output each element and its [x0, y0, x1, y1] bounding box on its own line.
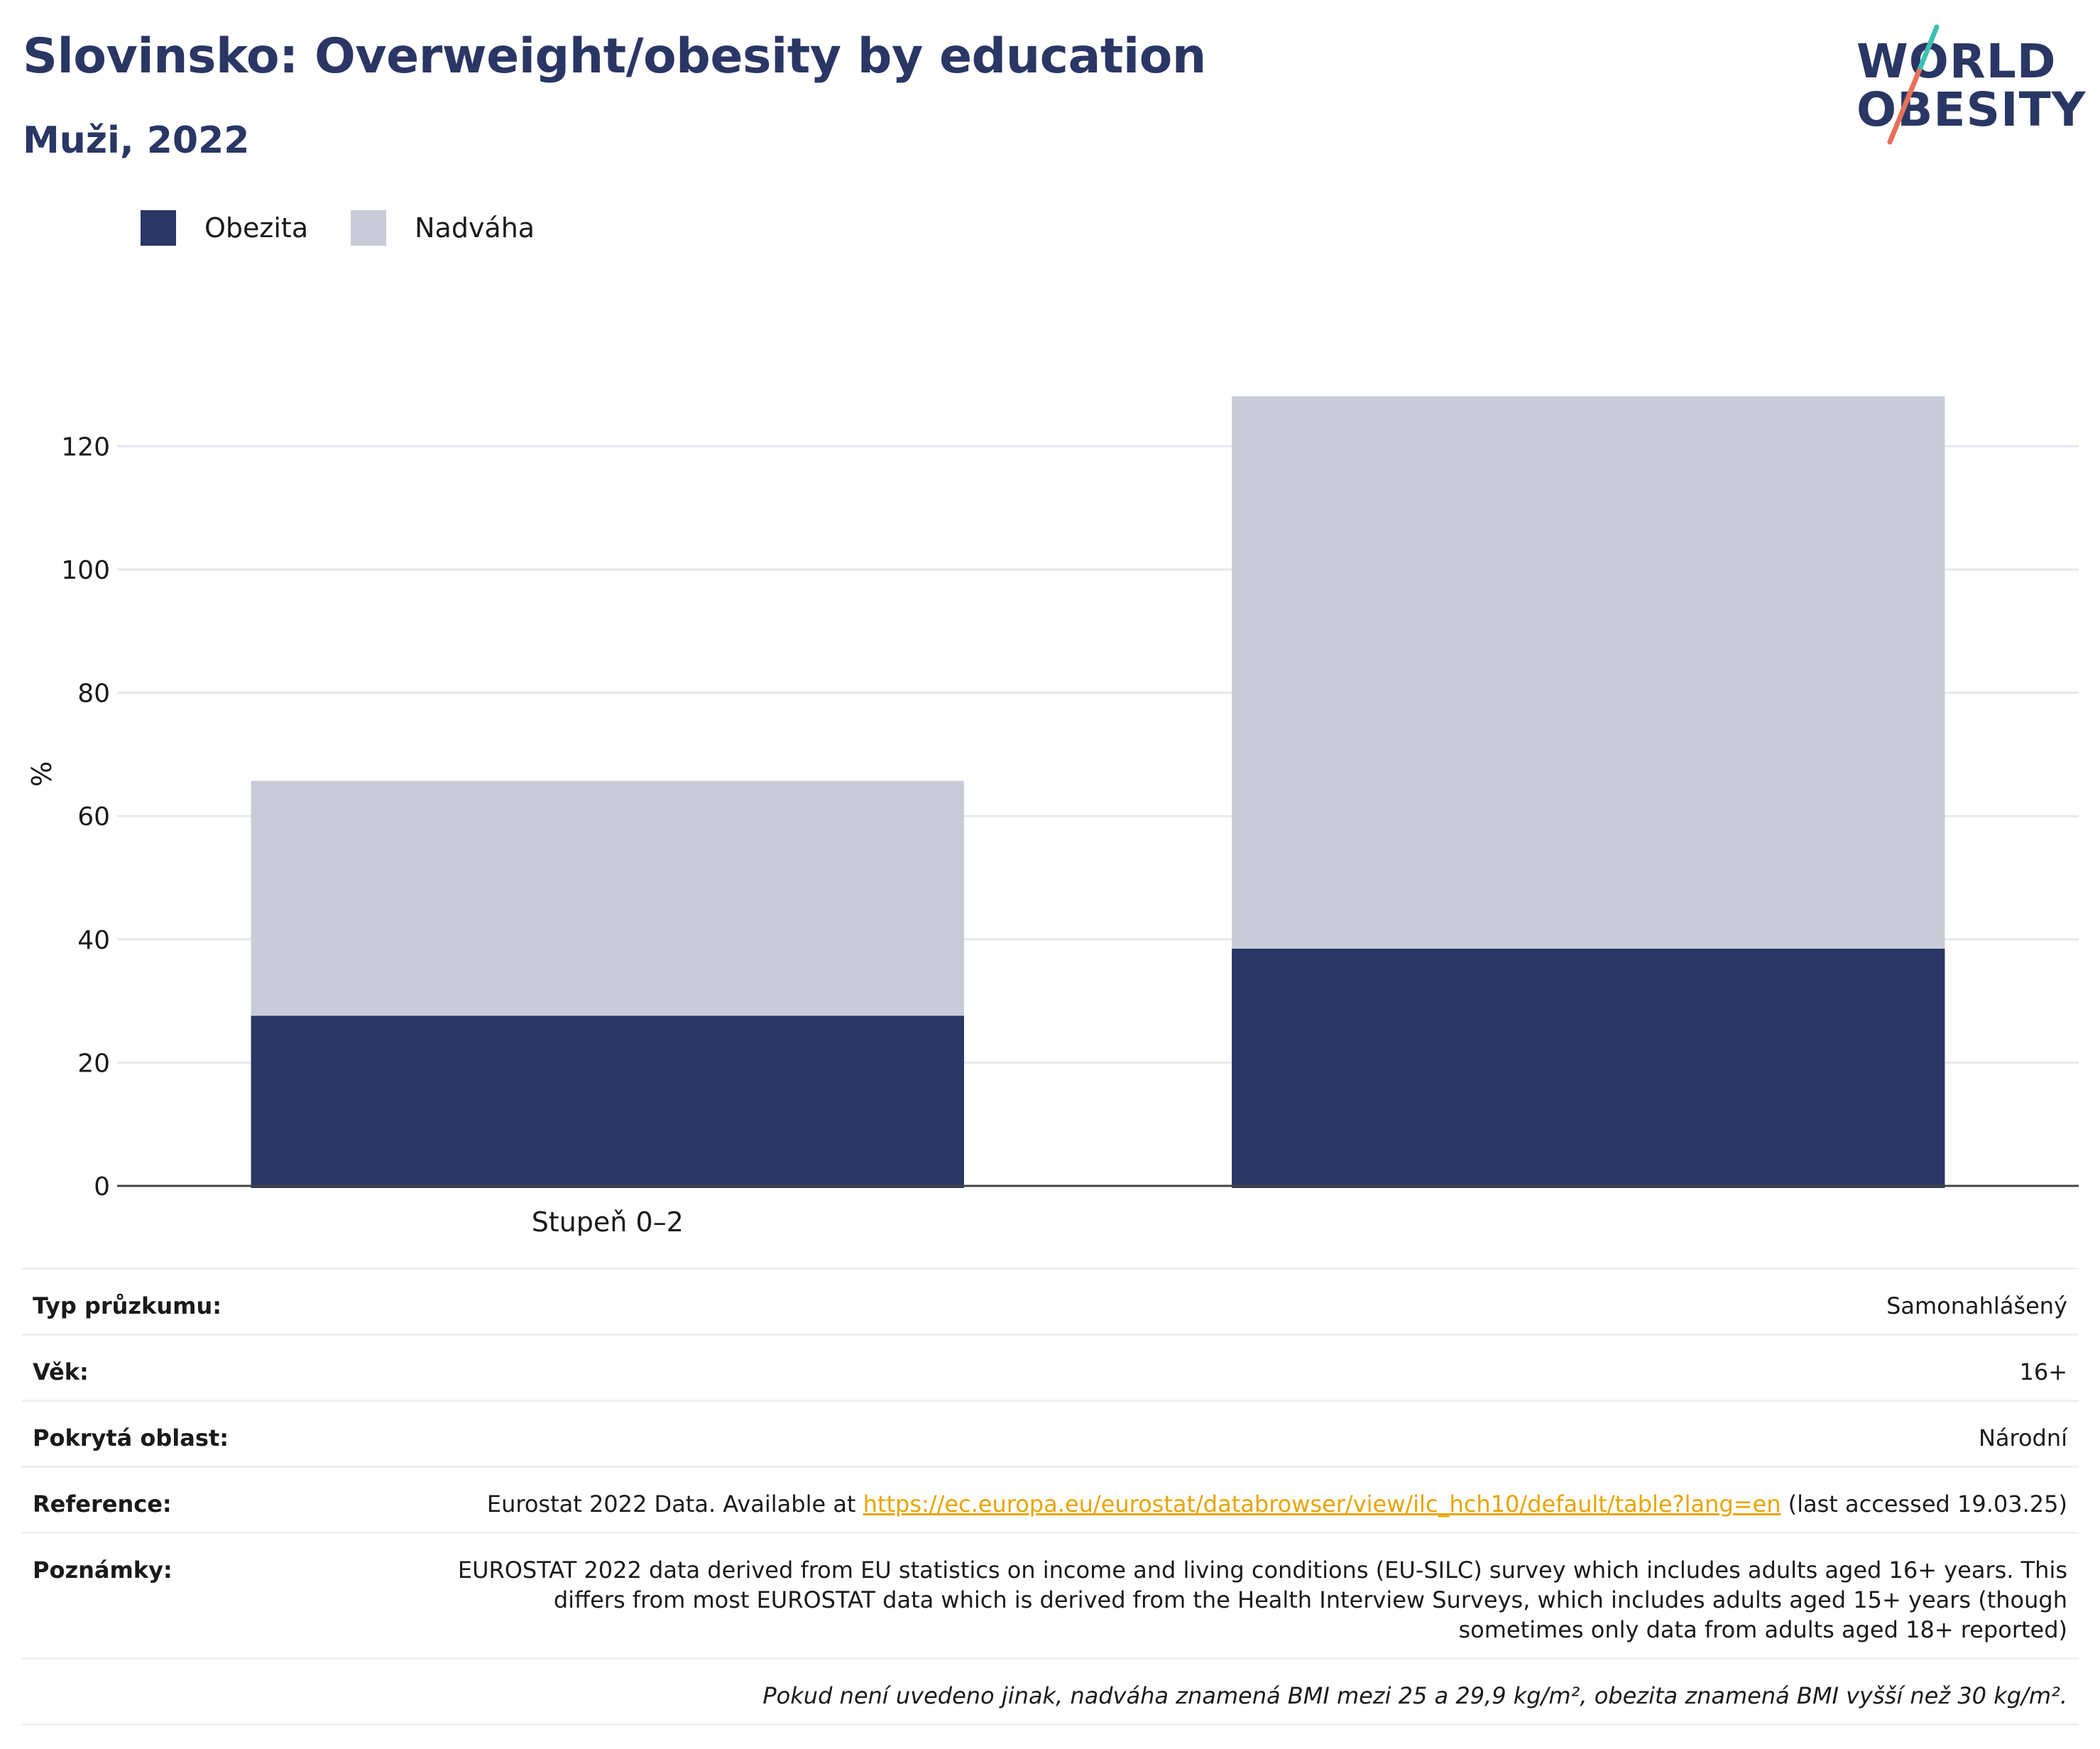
- chart-legend: Obezita Nadváha: [141, 210, 577, 246]
- survey-type-value: Samonahlášený: [1886, 1292, 2067, 1319]
- reference-link[interactable]: https://ec.europa.eu/eurostat/databrowse…: [863, 1491, 1781, 1518]
- y-tick-label-120: 120: [61, 432, 110, 462]
- legend-label-obesity: Obezita: [204, 212, 309, 244]
- reference-suffix: (last accessed 19.03.25): [1781, 1491, 2067, 1518]
- footnote-text: Pokud není uvedeno jinak, nadváha znamen…: [762, 1682, 2067, 1709]
- age-label: Věk:: [33, 1358, 89, 1385]
- coverage-label: Pokrytá oblast:: [33, 1424, 229, 1451]
- reference-prefix: Eurostat 2022 Data. Available at: [486, 1491, 863, 1518]
- y-tick-label-20: 20: [77, 1049, 110, 1078]
- info-row-age: Věk: 16+: [21, 1334, 2079, 1400]
- y-tick-label-60: 60: [77, 802, 110, 832]
- logo-slash-icon: [1887, 24, 1940, 145]
- age-value: 16+: [2019, 1358, 2067, 1385]
- y-tick-label-100: 100: [61, 556, 110, 585]
- legend-swatch-obesity: [141, 210, 176, 246]
- metadata-table: Typ průzkumu: Samonahlášený Věk: 16+ Pok…: [21, 1268, 2079, 1726]
- stacked-bar-chart: 0 20 40 60 80 100 120% Stupeň 0–2: [26, 396, 2079, 1236]
- info-row-coverage: Pokrytá oblast: Národní: [21, 1400, 2079, 1466]
- bar-obesity-1: [1232, 948, 1945, 1188]
- info-row-reference: Reference: Eurostat 2022 Data. Available…: [21, 1466, 2079, 1532]
- reference-value: Eurostat 2022 Data. Available at https:/…: [487, 1489, 2067, 1519]
- y-tick-label-80: 80: [77, 680, 110, 709]
- bar-overweight-0: [251, 780, 964, 1016]
- legend-item-obesity[interactable]: Obezita: [141, 210, 308, 246]
- info-row-survey: Typ průzkumu: Samonahlášený: [21, 1268, 2079, 1334]
- legend-label-overweight: Nadváha: [415, 212, 535, 244]
- bar-obesity-0: [251, 1015, 964, 1188]
- y-tick-label-0: 0: [94, 1172, 110, 1202]
- chart-subtitle: Muži, 2022: [23, 119, 250, 162]
- legend-item-overweight[interactable]: Nadváha: [351, 210, 535, 246]
- survey-type-label: Typ průzkumu:: [33, 1292, 222, 1319]
- info-footnote: Pokud není uvedeno jinak, nadváha znamen…: [21, 1657, 2079, 1726]
- logo-word-world: WORLD: [1856, 34, 2057, 89]
- notes-label: Poznámky:: [33, 1557, 173, 1584]
- info-row-notes: Poznámky: EUROSTAT 2022 data derived fro…: [21, 1532, 2079, 1657]
- reference-label: Reference:: [33, 1491, 172, 1518]
- y-tick-label-40: 40: [77, 926, 110, 955]
- chart-title: Slovinsko: Overweight/obesity by educati…: [23, 28, 1206, 85]
- x-tick-label-0: Stupeň 0–2: [532, 1206, 684, 1236]
- y-axis-label: %: [26, 761, 58, 787]
- world-obesity-logo: WORLD OBESITY: [1846, 20, 2087, 162]
- coverage-value: Národní: [1978, 1424, 2067, 1451]
- legend-swatch-overweight: [351, 210, 387, 246]
- notes-value: EUROSTAT 2022 data derived from EU stati…: [457, 1557, 2067, 1643]
- bar-overweight-1: [1232, 396, 1945, 949]
